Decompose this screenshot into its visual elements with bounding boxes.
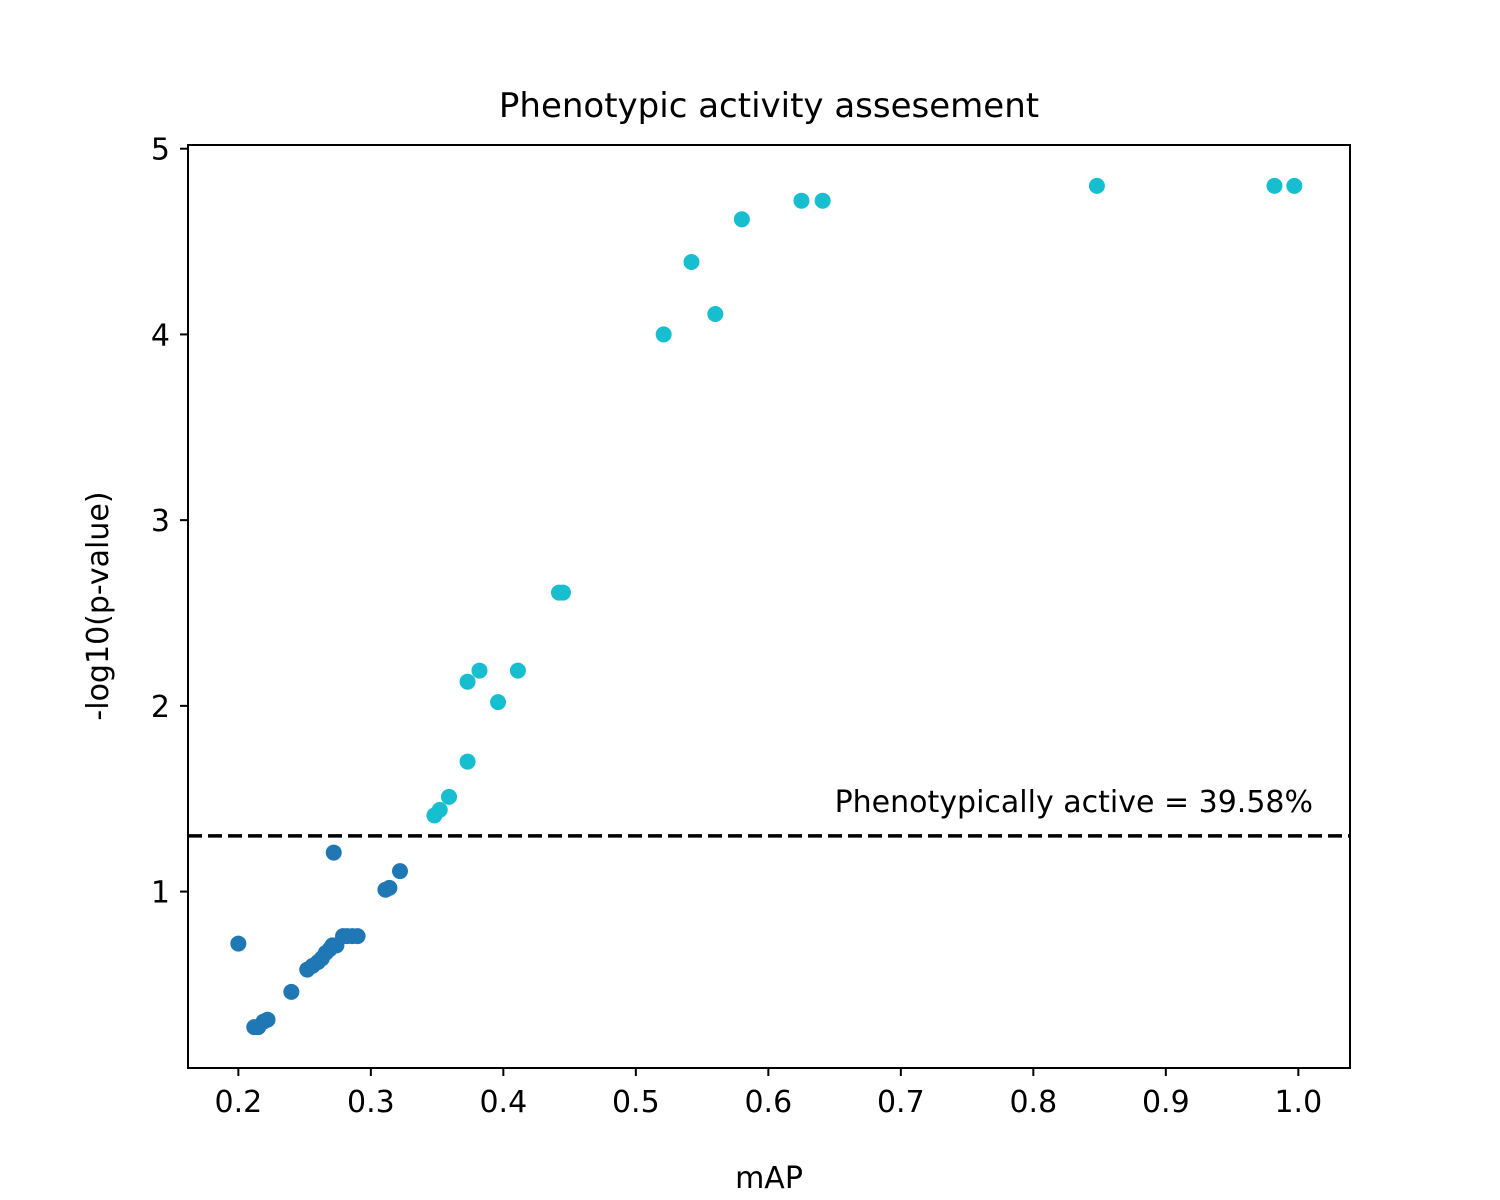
data-point-active-11 [683, 254, 700, 270]
data-point-inactive-5 [283, 983, 300, 1000]
data-point-inactive-18 [325, 844, 342, 861]
data-point-inactive-20 [381, 879, 398, 896]
x-axis-label: mAP [735, 1161, 803, 1196]
chart-title: Phenotypic activity assesement [499, 86, 1039, 126]
data-point-inactive-21 [391, 863, 408, 880]
data-point-active-5 [471, 662, 488, 679]
data-point-active-1 [431, 801, 448, 818]
y-tick-label: 5 [151, 133, 170, 168]
y-tick-label: 2 [151, 690, 170, 725]
data-point-inactive-0 [230, 935, 247, 952]
x-tick-label: 0.7 [877, 1085, 925, 1120]
plot-area [188, 145, 1350, 1068]
data-point-active-12 [707, 306, 724, 322]
y-tick-label: 3 [151, 504, 170, 539]
data-point-active-6 [490, 694, 507, 711]
points-layer [230, 177, 1303, 1036]
data-point-active-9 [554, 584, 571, 601]
data-point-active-7 [509, 662, 526, 679]
data-point-active-2 [441, 788, 458, 805]
y-axis-label: -log10(p-value) [81, 491, 116, 720]
data-point-active-18 [1286, 177, 1303, 194]
threshold-label: Phenotypically active = 39.58% [835, 785, 1313, 820]
data-point-active-17 [1266, 177, 1283, 194]
x-tick-label: 0.2 [214, 1085, 262, 1120]
x-tick-label: 0.6 [744, 1085, 792, 1120]
x-tick-label: 0.3 [347, 1085, 395, 1120]
x-tick-label: 0.4 [479, 1085, 527, 1120]
x-tick-label: 0.8 [1009, 1085, 1057, 1120]
x-tick-label: 1.0 [1274, 1085, 1322, 1120]
data-point-active-13 [733, 211, 750, 228]
x-tick-label: 0.9 [1142, 1085, 1190, 1120]
y-tick-label: 4 [151, 318, 170, 353]
data-point-inactive-4 [259, 1011, 276, 1028]
x-tick-label: 0.5 [612, 1085, 660, 1120]
data-point-inactive-17 [349, 928, 366, 945]
data-point-active-14 [793, 192, 810, 209]
y-axis-ticks: 1 2 3 4 5 [151, 133, 188, 911]
data-point-active-16 [1088, 177, 1105, 194]
data-point-active-10 [655, 326, 672, 343]
x-axis-ticks: 0.2 0.3 0.4 0.5 0.6 0.7 0.8 0.9 1.0 [214, 1068, 1322, 1120]
data-point-active-4 [459, 673, 476, 690]
data-point-active-15 [814, 192, 831, 209]
data-point-active-3 [459, 753, 476, 770]
y-tick-label: 1 [151, 876, 170, 911]
